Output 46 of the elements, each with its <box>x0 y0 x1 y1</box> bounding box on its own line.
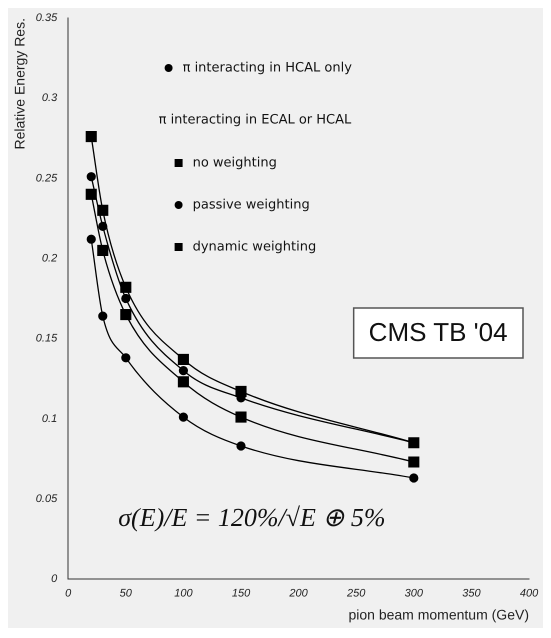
point <box>121 353 130 362</box>
point <box>236 441 246 451</box>
x-tick-label: 200 <box>288 588 309 600</box>
x-tick-label: 50 <box>120 588 133 600</box>
x-tick-label: 350 <box>462 588 482 600</box>
point <box>86 131 97 142</box>
point <box>235 412 247 423</box>
legend-label: π interacting in HCAL only <box>182 60 352 76</box>
point <box>178 376 189 388</box>
point <box>178 366 188 376</box>
point <box>178 354 189 365</box>
legend-label: dynamic weighting <box>192 239 316 254</box>
y-tick-label: 0.15 <box>36 332 58 345</box>
x-axis-title: pion beam momentum (GeV) <box>348 606 529 622</box>
y-tick-label: 0 <box>51 573 58 586</box>
point <box>178 412 188 422</box>
point <box>97 204 108 216</box>
annotation: CMS TB '04 <box>368 317 508 348</box>
y-tick-label: 0.25 <box>36 172 58 184</box>
point <box>97 244 108 256</box>
point <box>121 294 130 304</box>
y-tick-label: 0.05 <box>36 492 58 505</box>
legend-label: no weighting <box>192 155 277 170</box>
x-tick-label: 400 <box>520 588 540 600</box>
x-tick-label: 250 <box>346 588 366 600</box>
point <box>86 234 96 244</box>
point <box>86 188 97 200</box>
point <box>98 312 108 321</box>
point <box>120 282 132 293</box>
annotation: σ(E)/E = 120%/√E ⊕ 5% <box>118 502 386 532</box>
y-tick-label: 0.1 <box>42 412 58 425</box>
point <box>409 473 418 483</box>
x-tick-label: 150 <box>232 588 252 600</box>
point <box>120 308 132 320</box>
point <box>235 386 247 398</box>
x-tick-label: 300 <box>404 588 424 600</box>
legend-label: passive weighting <box>192 197 310 212</box>
y-tick-label: 0.2 <box>42 252 58 264</box>
x-tick-label: 100 <box>174 588 194 600</box>
y-tick-label: 0.35 <box>36 12 58 24</box>
annotation: π interacting in ECAL or HCAL <box>158 112 352 128</box>
y-axis-title: Relative Energy Res. <box>11 18 28 150</box>
x-tick-label: 0 <box>65 588 72 600</box>
point <box>408 456 420 468</box>
point <box>86 172 96 182</box>
y-tick-label: 0.3 <box>42 92 58 104</box>
